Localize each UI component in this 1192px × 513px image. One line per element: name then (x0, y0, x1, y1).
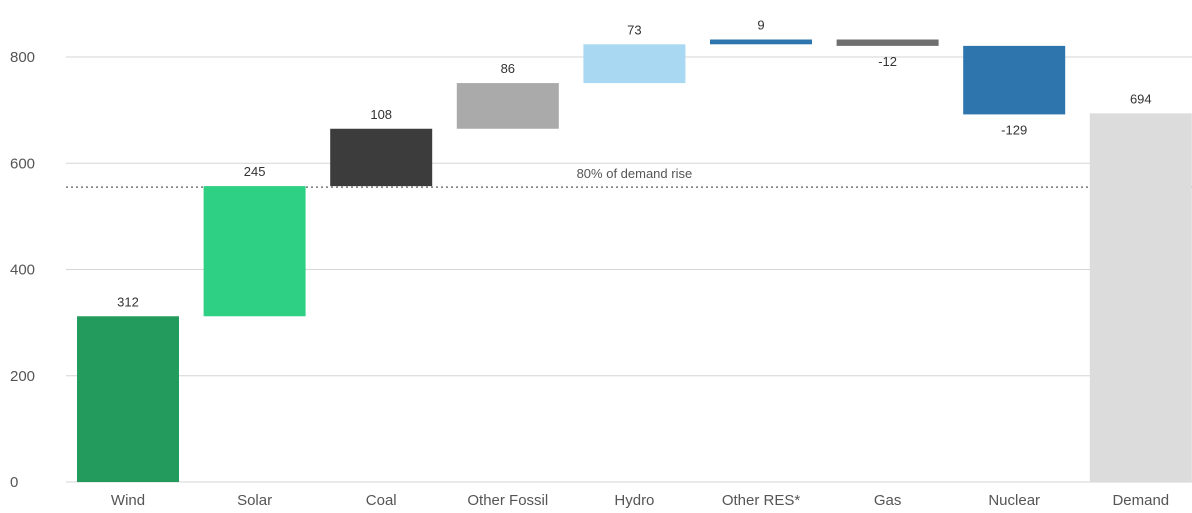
bars (77, 39, 1192, 482)
data-label-gas: -12 (878, 54, 897, 69)
y-tick-label: 400 (10, 262, 35, 279)
x-category-coal: Coal (366, 492, 397, 509)
bar-hydro (583, 44, 686, 84)
x-category-other-fossil: Other Fossil (467, 492, 548, 509)
bar-nuclear (963, 45, 1066, 115)
data-label-nuclear: -129 (1001, 122, 1027, 137)
data-label-solar: 245 (244, 164, 266, 179)
data-label-other-res: 9 (757, 18, 764, 33)
data-label-coal: 108 (370, 107, 392, 122)
bar-demand (1089, 113, 1192, 482)
y-tick-label: 800 (10, 49, 35, 66)
bar-coal (330, 128, 433, 187)
y-tick-label: 200 (10, 368, 35, 385)
data-label-hydro: 73 (627, 22, 641, 37)
reference-line: 80% of demand rise (66, 166, 1192, 188)
demand-threshold-label: 80% of demand rise (577, 166, 693, 181)
x-category-hydro: Hydro (614, 492, 654, 509)
y-axis-ticks: 0 200 400 600 800 (10, 49, 35, 491)
bar-other-res (710, 39, 812, 45)
x-category-nuclear: Nuclear (988, 492, 1040, 509)
data-label-other-fossil: 86 (501, 61, 515, 76)
y-tick-label: 0 (10, 474, 18, 491)
bar-gas (836, 39, 939, 46)
x-category-solar: Solar (237, 492, 272, 509)
x-category-demand: Demand (1112, 492, 1169, 509)
data-label-wind: 312 (117, 294, 139, 309)
data-label-demand: 694 (1130, 91, 1152, 106)
x-category-other-res: Other RES* (722, 492, 801, 509)
x-axis-categories: Wind Solar Coal Other Fossil Hydro Other RES*… (111, 492, 1169, 509)
y-tick-label: 600 (10, 155, 35, 172)
data-labels: 312 245 108 86 73 9 -12 -129 694 (117, 18, 1152, 310)
x-category-gas: Gas (874, 492, 902, 509)
bar-other-fossil (456, 83, 559, 129)
x-category-wind: Wind (111, 492, 145, 509)
bar-wind (77, 316, 179, 482)
bar-solar (203, 186, 306, 317)
